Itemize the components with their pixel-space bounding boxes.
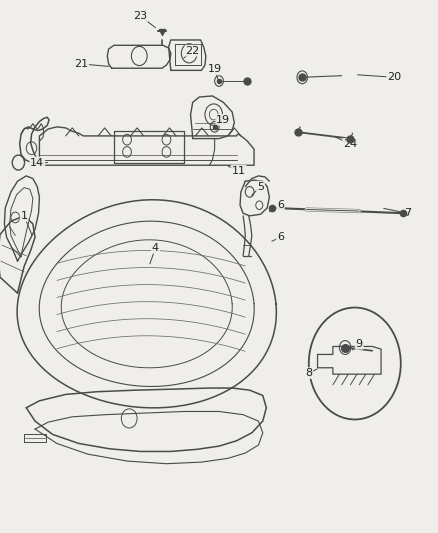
Text: 6: 6: [277, 200, 284, 210]
Text: 9: 9: [356, 339, 363, 349]
Text: 14: 14: [30, 158, 44, 167]
Text: 19: 19: [216, 115, 230, 125]
Text: 21: 21: [74, 59, 88, 69]
Circle shape: [339, 341, 351, 354]
Text: 22: 22: [186, 46, 200, 55]
Text: 6: 6: [277, 232, 284, 242]
Text: 5: 5: [257, 182, 264, 191]
Text: 24: 24: [343, 139, 357, 149]
Text: 11: 11: [232, 166, 246, 175]
Text: 4: 4: [152, 243, 159, 253]
Text: 20: 20: [387, 72, 401, 82]
Text: 19: 19: [208, 64, 222, 74]
Text: 1: 1: [21, 211, 28, 221]
Text: 8: 8: [305, 368, 312, 378]
Text: 7: 7: [404, 208, 411, 218]
Text: 23: 23: [133, 11, 147, 21]
